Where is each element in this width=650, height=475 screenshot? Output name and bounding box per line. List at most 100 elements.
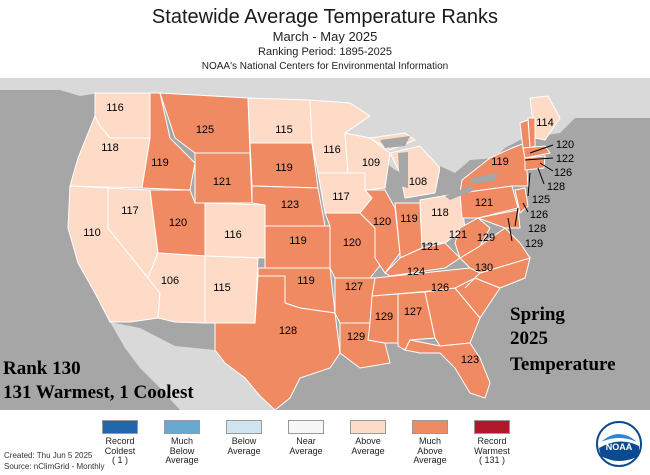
label-utah: 120 <box>169 217 187 229</box>
label-washington: 116 <box>106 102 124 114</box>
legend-below: Below Average <box>214 420 274 456</box>
state-idaho <box>141 92 196 191</box>
legend: Record Coldest( 1 ) Much Below Average Belo… <box>0 410 650 475</box>
label-montana: 125 <box>196 124 214 136</box>
lake-michigan <box>398 152 408 188</box>
label-connecticut: 125 <box>532 194 550 206</box>
label-nebraska: 123 <box>281 199 299 211</box>
legend-label: Average <box>413 455 447 465</box>
label-south-carolina: 130 <box>475 262 493 274</box>
label-michigan: 108 <box>409 176 427 188</box>
us-map: 116 118 110 117 119 125 121 120 106 116 … <box>0 78 650 411</box>
leader-de <box>514 207 519 227</box>
overlay-text: Rank 130 131 Warmest, 1 Coolest Spring 2… <box>3 304 616 403</box>
map-area: 116 118 110 117 119 125 121 120 106 116 … <box>0 78 650 411</box>
leader-vt <box>524 157 554 161</box>
state-texas <box>214 275 341 411</box>
label-oregon: 118 <box>101 142 119 154</box>
legend-much-above: Much Above Average <box>400 420 460 466</box>
state-virginia <box>459 227 531 274</box>
label-delaware: 128 <box>528 223 546 235</box>
label-massachusetts: 126 <box>554 167 572 179</box>
legend-label: Warmest <box>474 445 510 456</box>
label-iowa: 117 <box>332 191 350 203</box>
label-louisiana: 129 <box>347 331 365 343</box>
legend-label: Average <box>227 445 261 456</box>
label-virginia: 121 <box>475 197 493 209</box>
state-labels: 116 118 110 117 119 125 121 120 106 116 … <box>83 102 574 366</box>
label-ohio: 118 <box>431 207 449 219</box>
ranking-period: Ranking Period: 1895-2025 <box>258 46 392 58</box>
noaa-logo-text: NOAA <box>606 442 633 452</box>
warm-cool-line: 131 Warmest, 1 Coolest <box>3 382 194 403</box>
lake-huron <box>440 166 455 190</box>
label-kentucky: 121 <box>421 241 439 253</box>
state-florida <box>404 339 491 399</box>
legend-label: Record <box>105 436 135 446</box>
legend-label: Near <box>296 436 316 446</box>
state-maryland <box>476 209 521 229</box>
season-line1: Spring <box>510 304 565 325</box>
legend-label: ( 131 ) <box>478 455 505 465</box>
season-line3: Temperature <box>510 354 616 375</box>
lake-erie <box>445 186 475 200</box>
noaa-logo: NOAA <box>596 421 642 467</box>
legend-label: Below <box>169 445 195 456</box>
legend-label: Coldest <box>104 445 136 456</box>
label-minnesota: 116 <box>323 144 341 156</box>
legend-much-below: Much Below Average <box>152 420 212 466</box>
legend-label: Average <box>289 445 323 456</box>
legend-swatch <box>102 420 138 434</box>
label-new-jersey: 126 <box>530 209 548 221</box>
label-maine: 114 <box>536 117 554 129</box>
label-mississippi: 129 <box>375 311 393 323</box>
label-idaho: 119 <box>151 157 169 169</box>
footer-created: Created: Thu Jun 5 2025 <box>4 451 93 460</box>
great-lakes <box>380 136 498 200</box>
label-north-dakota: 115 <box>275 124 293 136</box>
leader-lines <box>507 144 554 242</box>
label-georgia: 126 <box>431 282 449 294</box>
label-arizona: 106 <box>161 275 179 287</box>
leader-ct <box>527 172 531 197</box>
state-illinois <box>359 189 401 274</box>
legend-label: Below <box>231 436 257 446</box>
legend-swatch <box>288 420 324 434</box>
label-illinois: 120 <box>373 216 391 228</box>
label-texas: 128 <box>279 325 297 337</box>
state-kansas <box>264 225 331 269</box>
legend-record-coldest: Record Coldest( 1 ) <box>90 420 150 466</box>
states-layer <box>67 92 561 411</box>
legend-swatch <box>164 420 200 434</box>
legend-label: Average <box>165 455 199 465</box>
legend-record-warmest: Record Warmest( 131 ) <box>462 420 522 466</box>
legend-label: Much <box>418 436 441 446</box>
legend-label: Above <box>355 436 381 446</box>
leader-ma <box>539 162 554 172</box>
label-rhode-island: 128 <box>547 181 565 193</box>
map-period: March - May 2025 <box>272 29 378 44</box>
lake-ontario <box>470 173 498 184</box>
lake-superior <box>380 136 410 148</box>
source-org: NOAA's National Centers for Environmenta… <box>201 61 449 72</box>
label-nevada: 117 <box>121 205 139 217</box>
label-wisconsin: 109 <box>362 157 380 169</box>
state-kentucky <box>384 242 461 277</box>
label-missouri: 120 <box>343 237 361 249</box>
label-maryland: 129 <box>525 238 543 250</box>
label-wyoming: 121 <box>213 176 231 188</box>
state-massachusetts <box>522 145 551 159</box>
legend-label: Above <box>417 445 443 456</box>
legend-swatch <box>226 420 262 434</box>
leader-nj <box>522 202 529 213</box>
legend-label: Average <box>351 445 385 456</box>
label-new-mexico: 115 <box>213 282 231 294</box>
label-indiana: 119 <box>400 213 418 225</box>
label-alabama: 127 <box>404 306 422 318</box>
legend-label: Much <box>170 436 193 446</box>
state-north-dakota <box>247 97 313 144</box>
label-tennessee: 124 <box>407 266 425 278</box>
legend-swatch <box>474 420 510 434</box>
footer-source: Source: nClimGrid - Monthly <box>4 462 105 471</box>
label-arkansas: 127 <box>345 281 363 293</box>
